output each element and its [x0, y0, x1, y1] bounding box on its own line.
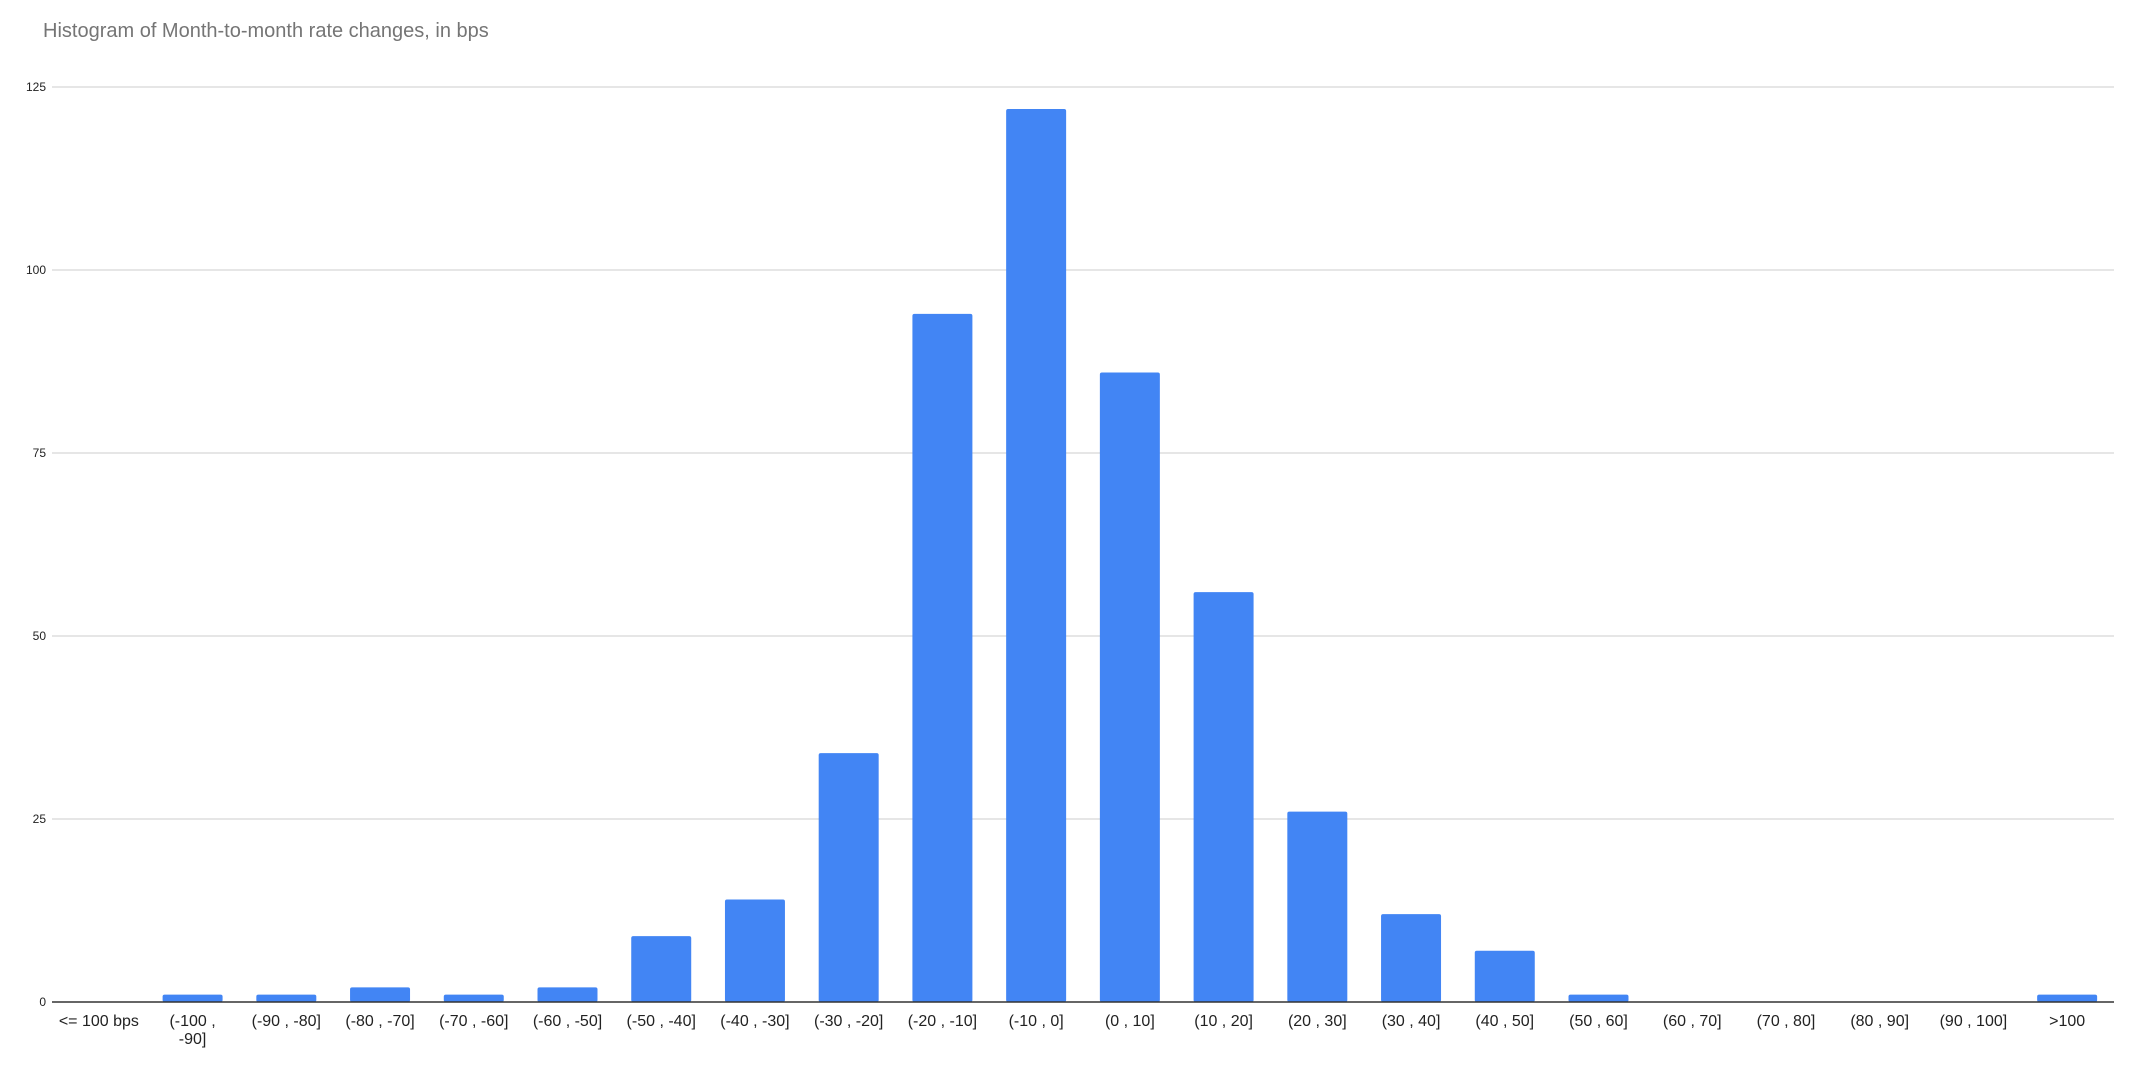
x-tick-label: (70 , 80]: [1757, 1013, 1816, 1030]
y-tick-label: 50: [33, 629, 47, 643]
x-tick-label: (60 , 70]: [1663, 1013, 1722, 1030]
bar: [350, 987, 411, 1002]
y-tick-label: 25: [33, 812, 47, 826]
y-tick-label: 0: [39, 995, 46, 1009]
x-tick-label: (-50 , -40]: [627, 1013, 696, 1030]
bar: [818, 753, 879, 1002]
x-tick-label: (-90 , -80]: [252, 1013, 321, 1030]
x-tick-label: (90 , 100]: [1940, 1013, 2008, 1030]
chart-title: Histogram of Month-to-month rate changes…: [43, 20, 489, 42]
x-tick-label: (-60 , -50]: [533, 1013, 602, 1030]
x-tick-label: (50 , 60]: [1569, 1013, 1628, 1030]
bar: [443, 994, 504, 1002]
bar: [1193, 592, 1254, 1002]
bar: [162, 994, 223, 1002]
bar: [912, 313, 973, 1002]
x-tick-label: <= 100 bps: [59, 1013, 139, 1030]
x-tick-label: (40 , 50]: [1475, 1013, 1534, 1030]
bar: [1568, 994, 1629, 1002]
bar: [537, 987, 598, 1002]
bar: [1006, 108, 1067, 1002]
bar: [631, 936, 692, 1002]
x-tick-label: (-30 , -20]: [814, 1013, 883, 1030]
x-tick-label: (20 , 30]: [1288, 1013, 1347, 1030]
bar: [1474, 950, 1535, 1002]
x-tick-label: (-40 , -30]: [720, 1013, 789, 1030]
bar: [256, 994, 317, 1002]
x-tick-label: (-100 , -90]: [169, 1013, 215, 1048]
bar: [724, 899, 785, 1002]
x-tick-label: (-10 , 0]: [1009, 1013, 1064, 1030]
x-tick-label: (-70 , -60]: [439, 1013, 508, 1030]
y-tick-label: 75: [33, 446, 47, 460]
x-tick-label: (80 , 90]: [1850, 1013, 1909, 1030]
bar: [2037, 994, 2098, 1002]
x-tick-label: (-80 , -70]: [345, 1013, 414, 1030]
x-tick-label: (30 , 40]: [1382, 1013, 1441, 1030]
bar: [1381, 914, 1442, 1002]
bar: [1099, 372, 1160, 1003]
y-tick-label: 125: [26, 80, 46, 94]
x-tick-label: >100: [2049, 1013, 2085, 1030]
x-tick-label: (10 , 20]: [1194, 1013, 1253, 1030]
bar: [1287, 811, 1348, 1002]
y-tick-label: 100: [26, 263, 46, 277]
x-tick-label: (0 , 10]: [1105, 1013, 1155, 1030]
x-tick-label: (-20 , -10]: [908, 1013, 977, 1030]
